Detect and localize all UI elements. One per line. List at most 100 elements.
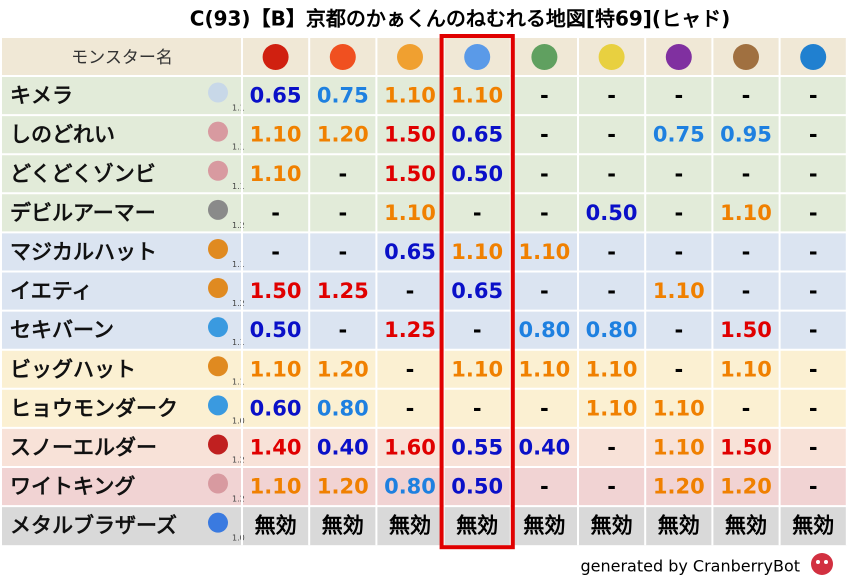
highlight-column [439, 34, 515, 550]
resist-value: - [338, 162, 347, 186]
resist-value: 1.10 [518, 240, 570, 264]
resist-value: - [406, 396, 415, 420]
bot-eye [824, 560, 828, 564]
resist-value: - [809, 357, 818, 381]
resist-value: 0.80 [586, 318, 638, 342]
resist-value: - [473, 201, 482, 225]
resist-value: 1.50 [384, 162, 436, 186]
type-icon [208, 317, 228, 338]
resist-value: 1.10 [720, 357, 772, 381]
resist-value: 1.25 [317, 279, 369, 303]
resist-value: 0.40 [317, 435, 369, 459]
type-icon [208, 356, 228, 377]
resist-value: 無効 [322, 514, 364, 538]
level: 1.2 [232, 495, 245, 504]
resist-value: - [742, 279, 751, 303]
resist-value: - [742, 84, 751, 108]
level: 1.1 [232, 260, 245, 269]
row-bg [2, 115, 847, 155]
resist-value: 0.50 [250, 318, 302, 342]
resist-value: 0.65 [250, 84, 302, 108]
resist-value: 0.95 [720, 123, 772, 147]
resist-value: 1.40 [250, 435, 302, 459]
resist-value: - [338, 201, 347, 225]
level: 1.2 [232, 456, 245, 465]
level: 1.0 [232, 416, 245, 425]
row-bg [2, 388, 847, 428]
type-icon [208, 395, 228, 416]
row-bg [2, 76, 847, 116]
monster-name: ビッグハット [10, 357, 136, 381]
resist-value: 1.10 [250, 162, 302, 186]
bot-icon [811, 553, 833, 575]
type-icon [208, 121, 228, 142]
resist-value: 1.20 [317, 475, 369, 499]
monster-name: メタルブラザーズ [10, 514, 177, 538]
resist-value: - [607, 123, 616, 147]
resist-value: - [742, 240, 751, 264]
row-bg [2, 349, 847, 389]
resist-value: - [809, 123, 818, 147]
resist-value: - [271, 240, 280, 264]
resist-value: 1.10 [653, 435, 705, 459]
resist-value: - [540, 123, 549, 147]
resist-value: 0.40 [518, 435, 570, 459]
name-header: モンスター名 [71, 48, 173, 68]
title: C(93)【B】京都のかぁくんのねむれる地図[特69](ヒャド) [190, 7, 730, 31]
resist-value: 1.10 [586, 357, 638, 381]
resist-value: 1.10 [451, 240, 503, 264]
monster-name: デビルアーマー [10, 201, 156, 225]
row-bg [2, 232, 847, 272]
element-icon [531, 44, 558, 70]
resist-value: 1.20 [653, 475, 705, 499]
resist-value: - [674, 240, 683, 264]
resist-value: 0.75 [317, 84, 369, 108]
resist-value: 0.65 [451, 279, 503, 303]
type-icon [208, 160, 228, 181]
monster-name: ワイトキング [10, 475, 135, 499]
resist-value: - [338, 318, 347, 342]
row-bg [2, 427, 847, 467]
resist-value: 0.55 [451, 435, 503, 459]
type-icon [208, 278, 228, 299]
resist-value: - [271, 201, 280, 225]
row-bg [2, 193, 847, 233]
credit: generated by CranberryBot [580, 557, 800, 576]
level: 1.0 [232, 534, 245, 543]
resist-value: 1.10 [384, 84, 436, 108]
resist-value: - [406, 357, 415, 381]
resist-value: 0.65 [384, 240, 436, 264]
monster-name: イエティ [10, 279, 93, 303]
resist-value: 無効 [523, 514, 565, 538]
resist-value: - [674, 318, 683, 342]
resist-value: - [540, 201, 549, 225]
resist-value: 1.10 [451, 357, 503, 381]
level: 1.1 [232, 182, 245, 191]
resist-value: 1.50 [250, 279, 302, 303]
resist-value: 0.65 [451, 123, 503, 147]
resist-value: 1.20 [720, 475, 772, 499]
resist-value: - [809, 396, 818, 420]
resist-value: 0.50 [451, 162, 503, 186]
resist-value: 無効 [792, 514, 834, 538]
monster-name: スノーエルダー [10, 435, 157, 459]
resist-value: 無効 [456, 514, 498, 538]
resist-value: 0.80 [518, 318, 570, 342]
resist-value: - [540, 162, 549, 186]
resist-value: - [809, 475, 818, 499]
monster-name: しのどれい [10, 123, 115, 147]
resist-value: 1.10 [653, 279, 705, 303]
resist-value: - [809, 435, 818, 459]
resist-value: - [607, 475, 616, 499]
resist-value: - [607, 162, 616, 186]
element-icon [800, 44, 827, 70]
resist-value: 無効 [725, 514, 767, 538]
resist-value: 1.50 [720, 318, 772, 342]
element-icon [733, 44, 759, 70]
resist-value: - [674, 201, 683, 225]
resist-value: 1.60 [384, 435, 436, 459]
monster-name: マジカルハット [10, 240, 157, 264]
type-icon [208, 512, 228, 533]
resist-value: 1.10 [518, 357, 570, 381]
resist-value: 1.20 [317, 123, 369, 147]
